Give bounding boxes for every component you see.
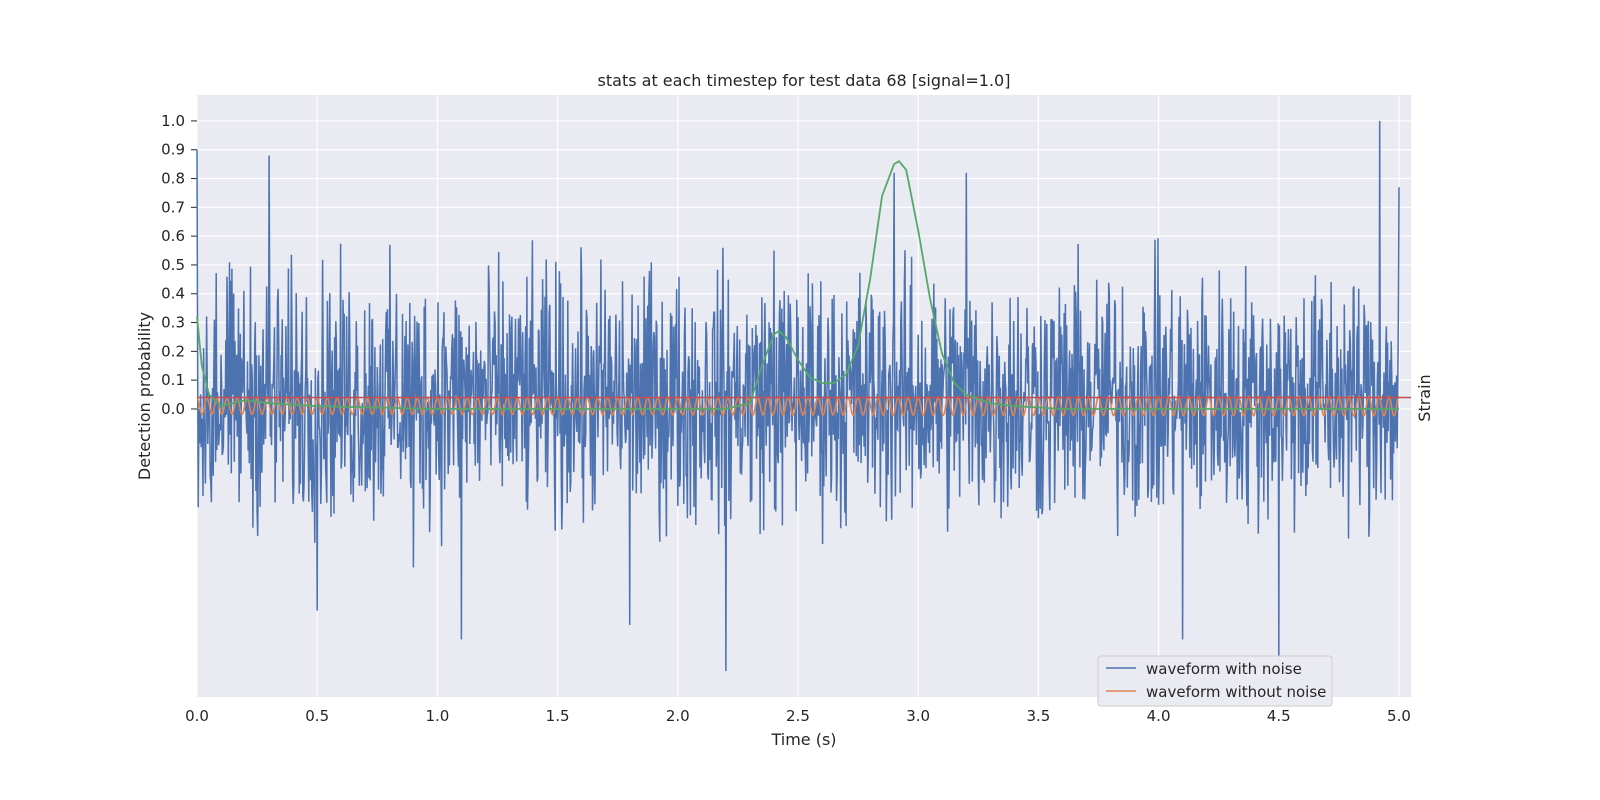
y-tick-label: 0.2 [161, 342, 185, 360]
y-tick-label: 0.6 [161, 227, 185, 245]
y-tick-label: 0.9 [161, 141, 185, 159]
x-axis-label: Time (s) [770, 730, 836, 749]
y-tick-label: 1.0 [161, 112, 185, 130]
y-tick-label: 0.7 [161, 198, 185, 216]
y-tick-label: 0.5 [161, 256, 185, 274]
x-tick-label: 5.0 [1387, 707, 1411, 725]
y-grid [191, 120, 1411, 410]
x-tick-label: 1.5 [546, 707, 570, 725]
x-tick-label: 4.5 [1267, 707, 1291, 725]
legend-label-noisy: waveform with noise [1146, 660, 1302, 678]
y-tick-label: 0.3 [161, 314, 185, 332]
legend-label-clean: waveform without noise [1146, 683, 1326, 701]
series-layer [196, 120, 1411, 672]
x-tick-label: 0.0 [185, 707, 209, 725]
x-tick-label: 2.5 [786, 707, 810, 725]
x-tick-label: 4.0 [1147, 707, 1171, 725]
legend-box [1097, 655, 1333, 707]
y-tick-labels: 0.0 0.1 0.2 0.3 0.4 0.5 0.6 0.7 0.8 0.9 1.0 [161, 112, 185, 418]
series-detection-probability [196, 160, 1399, 410]
y-tick-label: 0.4 [161, 285, 185, 303]
y-axis-label-right: Strain [1415, 374, 1434, 421]
y-axis-label: Detection probability [135, 312, 154, 480]
x-tick-label: 1.0 [425, 707, 449, 725]
y-tick-label: 0.0 [161, 400, 185, 418]
x-tick-label: 3.0 [906, 707, 930, 725]
x-tick-label: 2.0 [666, 707, 690, 725]
x-tick-labels: 0.0 0.5 1.0 1.5 2.0 2.5 3.0 3.5 4.0 4.5 5.0 [185, 707, 1411, 725]
chart-title: stats at each timestep for test data 68 … [598, 71, 1011, 90]
x-tick-label: 3.5 [1026, 707, 1050, 725]
y-tick-label: 0.1 [161, 371, 185, 389]
y-tick-label: 0.8 [161, 170, 185, 188]
x-tick-label: 0.5 [305, 707, 329, 725]
legend: waveform with noise waveform without noi… [1097, 655, 1333, 707]
